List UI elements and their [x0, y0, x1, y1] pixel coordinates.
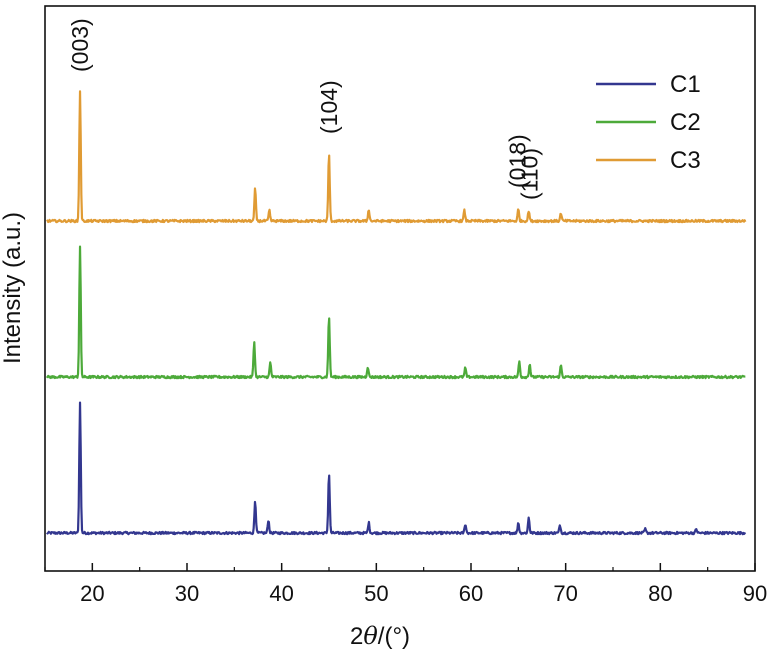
series-c1-line [46, 401, 747, 536]
peak-label: (003) [67, 18, 93, 72]
x-axis-ticks: 20 30 40 50 60 70 80 90 [44, 563, 767, 606]
peak-label: (104) [316, 80, 342, 134]
peak-label: (018) [504, 134, 530, 188]
legend-label-c3: C3 [670, 147, 701, 174]
x-axis-label: 2θ/(°) [350, 622, 410, 650]
legend-label-c1: C1 [670, 71, 701, 98]
x-tick-label: 20 [80, 581, 104, 606]
x-tick-label: 90 [743, 581, 767, 606]
x-tick-label: 30 [175, 581, 199, 606]
peak-labels: (003) (104) (018)(110) [67, 18, 543, 200]
y-axis-label: Intensity (a.u.) [0, 212, 26, 364]
plot-frame [44, 5, 756, 572]
x-tick-label: 70 [553, 581, 577, 606]
series-layer [45, 90, 747, 536]
legend-label-c2: C2 [670, 109, 701, 136]
series-c2-line [45, 245, 746, 380]
peak-label: (110) [517, 148, 543, 200]
x-tick-label: 40 [269, 581, 293, 606]
legend: C1 C2 C3 [596, 71, 701, 174]
x-tick-label: 60 [459, 581, 483, 606]
series-c3-line [46, 90, 747, 224]
x-tick-label: 80 [648, 581, 672, 606]
x-tick-label: 50 [364, 581, 388, 606]
